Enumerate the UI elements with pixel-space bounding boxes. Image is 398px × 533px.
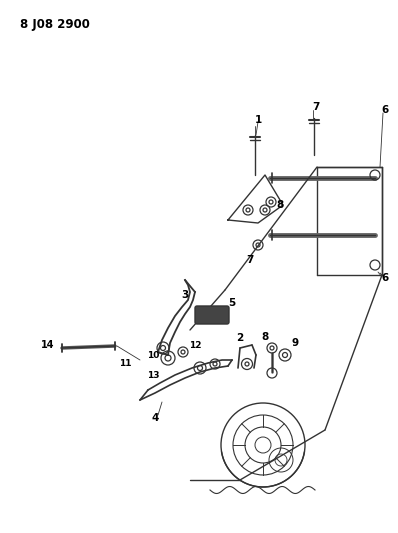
Text: 1: 1 xyxy=(254,115,261,125)
Text: 8: 8 xyxy=(261,332,269,342)
Text: 4: 4 xyxy=(151,413,159,423)
FancyBboxPatch shape xyxy=(195,306,229,324)
Text: 3: 3 xyxy=(181,290,189,300)
Text: 14: 14 xyxy=(41,340,55,350)
Text: 5: 5 xyxy=(228,298,236,308)
Text: 12: 12 xyxy=(189,342,201,351)
Text: 7: 7 xyxy=(312,102,320,112)
Text: 10: 10 xyxy=(147,351,159,360)
Text: 8 J08 2900: 8 J08 2900 xyxy=(20,18,90,31)
Text: 11: 11 xyxy=(119,359,131,367)
Text: 13: 13 xyxy=(147,370,159,379)
Text: 6: 6 xyxy=(381,273,388,283)
Text: 2: 2 xyxy=(236,333,244,343)
Text: 7: 7 xyxy=(246,255,254,265)
Text: 6: 6 xyxy=(381,105,388,115)
Text: 9: 9 xyxy=(291,338,298,348)
Text: 8: 8 xyxy=(276,200,284,210)
